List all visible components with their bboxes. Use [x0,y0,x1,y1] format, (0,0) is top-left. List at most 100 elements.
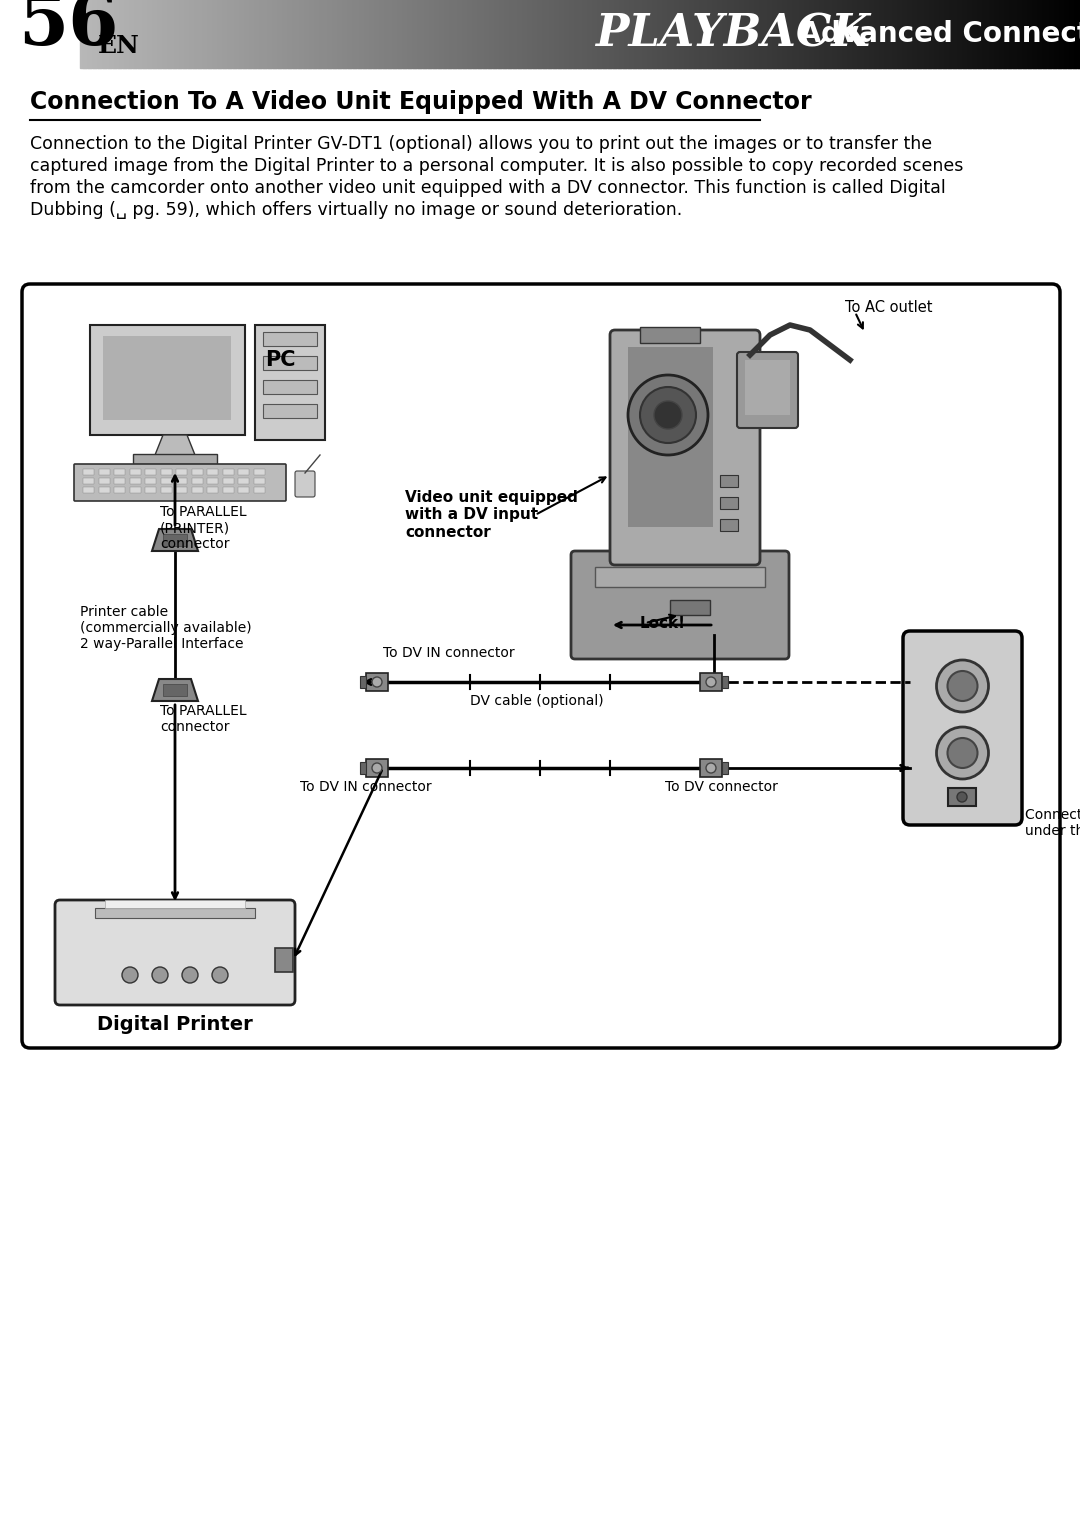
Bar [422,0,426,67]
Bar [755,0,758,67]
Bar [928,0,931,67]
Bar [953,0,956,67]
Circle shape [212,967,228,983]
Bar [810,0,813,67]
Bar [960,0,963,67]
Bar [213,0,216,67]
Bar [323,0,326,67]
Bar [388,0,391,67]
Bar [348,0,351,67]
Polygon shape [152,679,198,701]
Bar [670,599,710,615]
Circle shape [957,793,967,802]
Bar [397,0,401,67]
Bar [1000,0,1003,67]
Bar [98,487,109,494]
Bar [745,360,789,415]
Bar [725,0,729,67]
Bar [300,0,303,67]
Bar [268,0,271,67]
Bar [690,0,693,67]
Text: To PARALLEL
(PRINTER)
connector: To PARALLEL (PRINTER) connector [160,504,246,552]
Bar [700,0,703,67]
Bar [222,0,226,67]
Bar [787,0,791,67]
Bar [970,0,973,67]
Bar [125,0,129,67]
Bar [730,0,733,67]
Bar [180,0,184,67]
Bar [1023,0,1026,67]
Bar [392,0,396,67]
Bar [365,0,368,67]
Bar [753,0,756,67]
Bar [1050,0,1053,67]
Bar [738,0,741,67]
FancyBboxPatch shape [295,471,315,497]
Bar [162,0,166,67]
Bar [327,0,330,67]
Bar [998,0,1001,67]
Bar [382,0,386,67]
Bar [987,0,991,67]
Bar [723,762,728,774]
Text: To DV connector: To DV connector [665,780,778,794]
Bar [527,0,531,67]
Bar [475,0,478,67]
Bar [833,0,836,67]
Bar [688,0,691,67]
Bar [366,759,388,777]
Bar [360,676,366,688]
FancyBboxPatch shape [610,330,760,566]
Text: Connector is
under the cover.: Connector is under the cover. [1025,808,1080,839]
Bar [760,0,764,67]
Bar [932,0,936,67]
Text: PC: PC [265,350,296,369]
Bar [950,0,954,67]
Bar [823,0,826,67]
Bar [238,469,249,475]
Bar [110,0,113,67]
Bar [437,0,441,67]
Bar [723,676,728,688]
Bar [135,0,138,67]
Text: Digital Printer: Digital Printer [97,1015,253,1033]
Bar [563,0,566,67]
Bar [161,469,172,475]
Bar [670,0,674,67]
Bar [800,0,804,67]
Bar [924,0,929,67]
Circle shape [654,402,681,429]
Bar [333,0,336,67]
Bar [595,0,598,67]
Bar [848,0,851,67]
Bar [778,0,781,67]
Bar [958,0,961,67]
Bar [633,0,636,67]
Bar [895,0,899,67]
Bar [590,0,594,67]
Bar [582,0,586,67]
Bar [360,0,364,67]
Bar [188,0,191,67]
Bar [825,0,828,67]
Bar [293,0,296,67]
Bar [612,0,616,67]
Bar [1010,0,1013,67]
Bar [170,0,174,67]
Bar [1013,0,1016,67]
Bar [772,0,777,67]
Bar [867,0,870,67]
Bar [685,0,689,67]
Bar [260,0,264,67]
Bar [245,0,248,67]
Bar [176,478,187,484]
Text: To AC outlet: To AC outlet [845,299,932,314]
Bar [108,0,111,67]
Bar [630,0,634,67]
Bar [249,0,254,67]
Bar [380,0,383,67]
Bar [345,0,349,67]
Bar [367,0,372,67]
Bar [143,0,146,67]
